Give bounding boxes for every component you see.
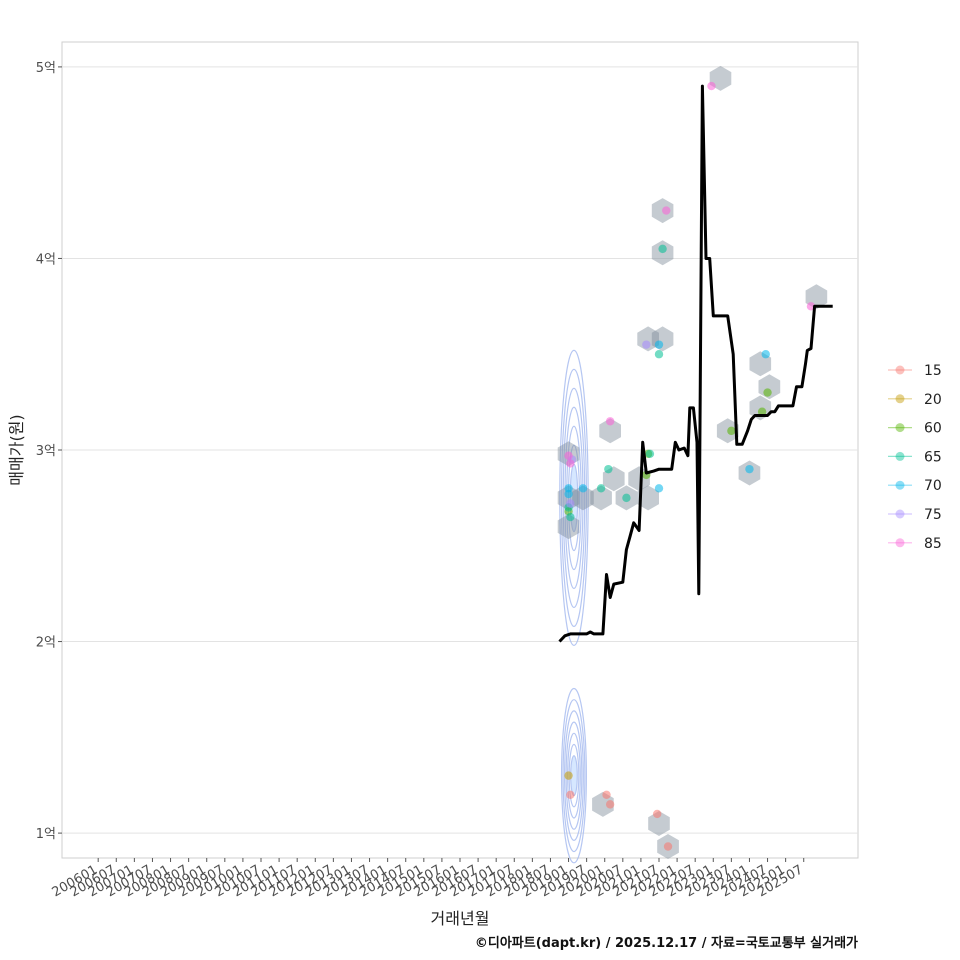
data-point-85: [707, 81, 716, 91]
y-tick-label: 3억: [36, 444, 56, 459]
legend-key-20: [895, 394, 905, 404]
caption: ©디아파트(dapt.kr) / 2025.12.17 / 자료=국토교통부 실…: [475, 935, 858, 951]
data-point-70: [654, 484, 664, 493]
legend-label-60: 60: [924, 421, 942, 437]
data-point-75: [642, 340, 651, 349]
density-contour: [560, 687, 587, 864]
trend-line-layer: [558, 84, 833, 643]
data-point-65: [622, 493, 631, 503]
data-point-65: [604, 464, 613, 474]
hexbin-cell: [572, 485, 594, 511]
y-tick-label: 2억: [36, 636, 56, 651]
y-tick-label: 5억: [36, 61, 56, 76]
legend-key-70: [895, 480, 905, 490]
y-tick-label: 4억: [36, 252, 56, 267]
legend-key-65: [895, 451, 905, 461]
density-contour: [566, 425, 582, 571]
scatter-points: [564, 81, 816, 851]
density-contour: [562, 699, 586, 853]
legend: 15 20 60 65 70 75 85: [888, 363, 942, 552]
data-point-15: [663, 842, 673, 851]
y-axis-title: 매매가(원): [7, 414, 26, 485]
data-point-15: [652, 809, 662, 819]
legend-label-70: 70: [924, 478, 942, 494]
median-trend-line: [558, 84, 833, 643]
density-contour: [562, 387, 586, 609]
data-point-60: [763, 388, 772, 397]
legend-label-85: 85: [924, 536, 942, 552]
data-point-65: [566, 512, 575, 522]
density-contour: [560, 368, 588, 628]
y-tick-label: 1억: [36, 827, 56, 842]
y-axis: 1억 2억 3억 4억 5억: [36, 61, 62, 842]
density-contour: [559, 349, 589, 646]
data-point-70: [578, 484, 588, 493]
data-point-70: [654, 340, 664, 349]
data-point-70: [745, 464, 754, 474]
data-point-85: [564, 451, 573, 460]
data-point-15: [605, 800, 615, 809]
legend-key-60: [895, 423, 905, 433]
legend-key-15: [895, 365, 905, 375]
data-point-60: [757, 407, 767, 416]
hexbin-cell: [590, 485, 612, 511]
data-point-70: [564, 489, 573, 499]
legend-label-65: 65: [924, 449, 942, 465]
data-point-70: [761, 350, 770, 359]
legend-label-15: 15: [924, 363, 942, 379]
data-point-65: [654, 350, 664, 359]
hexbin-cell: [599, 418, 621, 444]
data-point-20: [564, 771, 573, 780]
data-point-85: [566, 459, 575, 468]
data-point-65: [596, 484, 606, 493]
data-point-60: [727, 426, 736, 436]
legend-label-20: 20: [924, 392, 942, 408]
legend-key-75: [895, 509, 905, 519]
hexbin-cell: [637, 485, 659, 511]
data-point-75: [566, 499, 575, 508]
data-point-70: [564, 484, 573, 493]
legend-label-75: 75: [924, 507, 942, 523]
legend-key-85: [895, 538, 905, 548]
density-contour: [564, 406, 584, 590]
data-point-85: [605, 417, 615, 426]
x-axis-title: 거래년월: [431, 909, 490, 928]
data-point-15: [602, 790, 611, 799]
y-gridlines: [62, 66, 858, 834]
hexbin-cell: [648, 811, 670, 836]
hexbin-cell: [557, 514, 580, 540]
data-point-15: [566, 790, 575, 799]
data-point-65: [658, 244, 667, 254]
data-point-85: [662, 206, 671, 215]
data-point-65: [645, 449, 655, 459]
